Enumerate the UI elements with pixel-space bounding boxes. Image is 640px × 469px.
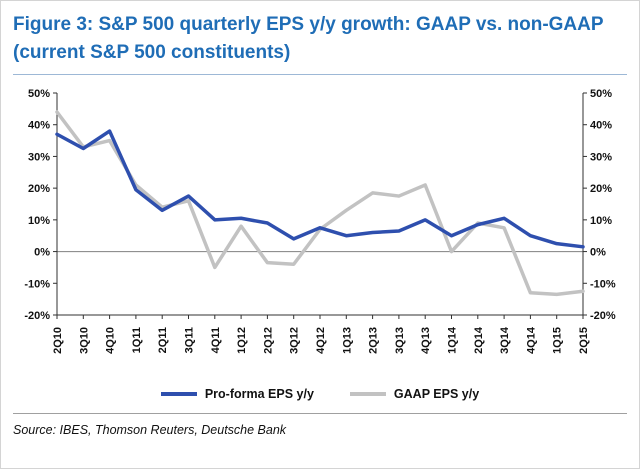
svg-text:1Q12: 1Q12 <box>236 327 248 354</box>
svg-text:-20%: -20% <box>590 310 616 322</box>
figure-title: Figure 3: S&P 500 quarterly EPS y/y grow… <box>13 11 627 76</box>
svg-text:3Q13: 3Q13 <box>394 327 406 354</box>
svg-text:2Q10: 2Q10 <box>52 327 64 354</box>
svg-text:30%: 30% <box>590 152 612 164</box>
legend-label-gaap: GAAP EPS y/y <box>393 387 480 402</box>
source-note: Source: IBES, Thomson Reuters, Deutsche … <box>13 413 627 447</box>
svg-text:10%: 10% <box>28 215 50 227</box>
svg-text:4Q14: 4Q14 <box>525 326 537 354</box>
svg-text:3Q12: 3Q12 <box>289 327 301 354</box>
svg-text:3Q14: 3Q14 <box>499 326 511 354</box>
svg-text:2Q11: 2Q11 <box>157 327 169 353</box>
svg-text:2Q13: 2Q13 <box>368 327 380 354</box>
chart-area: -20% -20% -10% -10% 0% 0% 10% 10% 20% 20% 30% 30% 40… <box>13 81 627 381</box>
svg-text:4Q10: 4Q10 <box>105 327 117 354</box>
svg-text:1Q14: 1Q14 <box>447 326 459 354</box>
svg-text:-10%: -10% <box>24 278 50 290</box>
svg-text:30%: 30% <box>28 152 50 164</box>
svg-text:4Q13: 4Q13 <box>420 327 432 354</box>
svg-text:2Q14: 2Q14 <box>473 326 485 354</box>
eps-growth-chart: -20% -20% -10% -10% 0% 0% 10% 10% 20% 20% 30% 30% 40… <box>24 88 616 354</box>
svg-text:50%: 50% <box>590 88 612 100</box>
svg-text:20%: 20% <box>590 183 612 195</box>
svg-text:-20%: -20% <box>24 310 50 322</box>
svg-text:1Q11: 1Q11 <box>131 327 143 353</box>
svg-text:2Q15: 2Q15 <box>578 327 590 354</box>
svg-text:4Q11: 4Q11 <box>210 327 222 353</box>
svg-text:0%: 0% <box>34 247 50 259</box>
legend-item-gaap: GAAP EPS y/y <box>349 387 480 402</box>
svg-text:3Q10: 3Q10 <box>78 327 90 354</box>
svg-text:10%: 10% <box>590 215 612 227</box>
legend-item-proforma: Pro-forma EPS y/y <box>160 387 314 402</box>
svg-text:50%: 50% <box>28 88 50 100</box>
svg-text:40%: 40% <box>590 120 612 132</box>
svg-text:20%: 20% <box>28 183 50 195</box>
legend-label-proforma: Pro-forma EPS y/y <box>204 387 314 402</box>
svg-text:1Q15: 1Q15 <box>552 327 564 354</box>
svg-text:-10%: -10% <box>590 278 616 290</box>
svg-text:2Q12: 2Q12 <box>262 327 274 354</box>
svg-text:0%: 0% <box>590 247 606 259</box>
svg-text:1Q13: 1Q13 <box>341 327 353 354</box>
gaap-line-swatch <box>349 392 386 397</box>
chart-legend: Pro-forma EPS y/y GAAP EPS y/y <box>13 383 627 405</box>
proforma-line-swatch <box>160 392 197 397</box>
svg-text:4Q12: 4Q12 <box>315 327 327 354</box>
svg-text:40%: 40% <box>28 120 50 132</box>
svg-text:3Q11: 3Q11 <box>184 327 196 353</box>
